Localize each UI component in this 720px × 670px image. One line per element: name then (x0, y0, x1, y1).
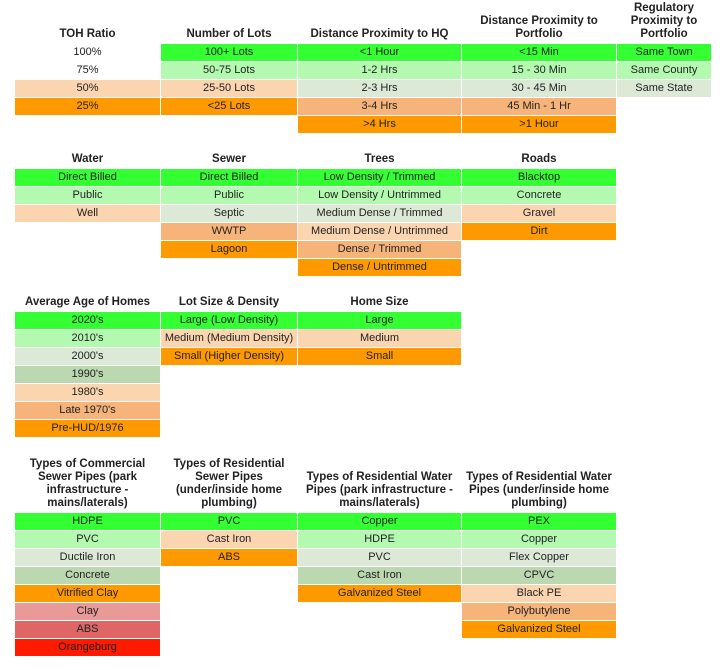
rating-cell: HDPE (15, 513, 160, 531)
rating-cell: 25-50 Lots (161, 80, 297, 98)
table-header: TOH Ratio (59, 28, 116, 40)
rating-cell: Low Density / Untrimmed (298, 187, 461, 205)
rating-cell: >4 Hrs (298, 116, 461, 134)
rating-cell: Polybutylene (462, 603, 616, 621)
table-header: Trees (364, 153, 395, 165)
rating-cell: 25% (15, 98, 160, 116)
rating-cell: 3-4 Hrs (298, 98, 461, 116)
rating-cell: 2-3 Hrs (298, 80, 461, 98)
rating-cell: >1 Hour (462, 116, 616, 134)
rating-cell: Direct Billed (161, 169, 297, 187)
rating-cell: Small (Higher Density) (161, 348, 297, 366)
table-header: Distance Proximity to Portfolio (480, 15, 598, 40)
table-header: Regulatory Proximity to Portfolio (630, 2, 698, 40)
rating-cell: ABS (161, 549, 297, 567)
rating-cell: Copper (462, 531, 616, 549)
table-header: Distance Proximity to HQ (310, 28, 449, 40)
rating-cell: Orangeburg (15, 639, 160, 657)
rating-cell: PVC (15, 531, 160, 549)
rating-cell: Pre-HUD/1976 (15, 420, 160, 438)
rating-cell: Public (15, 187, 160, 205)
rating-cell: 15 - 30 Min (462, 62, 616, 80)
rating-cell: Medium (298, 330, 461, 348)
rating-cell: Concrete (462, 187, 616, 205)
rating-cell: 1-2 Hrs (298, 62, 461, 80)
rating-cell: Lagoon (161, 241, 297, 259)
rating-cell: Late 1970's (15, 402, 160, 420)
rating-cell: Galvanized Steel (462, 621, 616, 639)
rating-cell: Small (298, 348, 461, 366)
rating-cell: Galvanized Steel (298, 585, 461, 603)
rating-cell: Vitrified Clay (15, 585, 160, 603)
rating-cell: 2020's (15, 312, 160, 330)
rating-cell: Dense / Untrimmed (298, 259, 461, 277)
table-header: Home Size (350, 296, 409, 308)
rating-cell: Medium Dense / Untrimmed (298, 223, 461, 241)
rating-cell: Well (15, 205, 160, 223)
rating-cell: Large (298, 312, 461, 330)
rating-cell: CPVC (462, 567, 616, 585)
rating-cell: PEX (462, 513, 616, 531)
rating-cell: 50% (15, 80, 160, 98)
rating-cell: WWTP (161, 223, 297, 241)
table-header: Number of Lots (186, 28, 272, 40)
rating-cell: 50-75 Lots (161, 62, 297, 80)
rating-cell: 100% (15, 44, 160, 62)
table-header: Lot Size & Density (178, 296, 280, 308)
rating-cell: Cast Iron (298, 567, 461, 585)
rating-cell: <25 Lots (161, 98, 297, 116)
rating-cell: Cast Iron (161, 531, 297, 549)
rating-cell: Medium (Medium Density) (161, 330, 297, 348)
rating-cell: HDPE (298, 531, 461, 549)
table-header: Sewer (212, 153, 246, 165)
rating-cell: 1990's (15, 366, 160, 384)
rating-cell: Ductile Iron (15, 549, 160, 567)
table-header: Types of Residential Sewer Pipes (under/… (173, 458, 285, 509)
rating-cell: Low Density / Trimmed (298, 169, 461, 187)
table-header: Water (71, 153, 104, 165)
rating-cell: 2010's (15, 330, 160, 348)
table-header: Types of Residential Water Pipes (under/… (466, 471, 612, 509)
rating-cell: Direct Billed (15, 169, 160, 187)
rating-cell: Black PE (462, 585, 616, 603)
rating-cell: 2000's (15, 348, 160, 366)
rating-cell: Gravel (462, 205, 616, 223)
rating-cell: Same Town (617, 44, 711, 62)
rating-cell: Flex Copper (462, 549, 616, 567)
rating-cell: PVC (298, 549, 461, 567)
rating-cell: Septic (161, 205, 297, 223)
rating-cell: Public (161, 187, 297, 205)
table-header: Types of Residential Water Pipes (park i… (306, 471, 453, 509)
rating-cell: 100+ Lots (161, 44, 297, 62)
rating-cell: <15 Min (462, 44, 616, 62)
rating-cell: ABS (15, 621, 160, 639)
rating-cell: Medium Dense / Trimmed (298, 205, 461, 223)
rating-cell: <1 Hour (298, 44, 461, 62)
table-header: Types of Commercial Sewer Pipes (park in… (29, 458, 146, 509)
rating-cell: Blacktop (462, 169, 616, 187)
rating-cell: Large (Low Density) (161, 312, 297, 330)
rating-cell: 1980's (15, 384, 160, 402)
rating-cell: 30 - 45 Min (462, 80, 616, 98)
rating-cell: Same State (617, 80, 711, 98)
rating-cell: PVC (161, 513, 297, 531)
rating-cell: Concrete (15, 567, 160, 585)
rating-cell: Copper (298, 513, 461, 531)
rating-cell: Dense / Trimmed (298, 241, 461, 259)
rating-cell: Same County (617, 62, 711, 80)
rating-cell: 45 Min - 1 Hr (462, 98, 616, 116)
table-header: Average Age of Homes (24, 296, 151, 308)
rating-cell: Clay (15, 603, 160, 621)
table-header: Roads (521, 153, 557, 165)
rating-cell: Dirt (462, 223, 616, 241)
rating-cell: 75% (15, 62, 160, 80)
